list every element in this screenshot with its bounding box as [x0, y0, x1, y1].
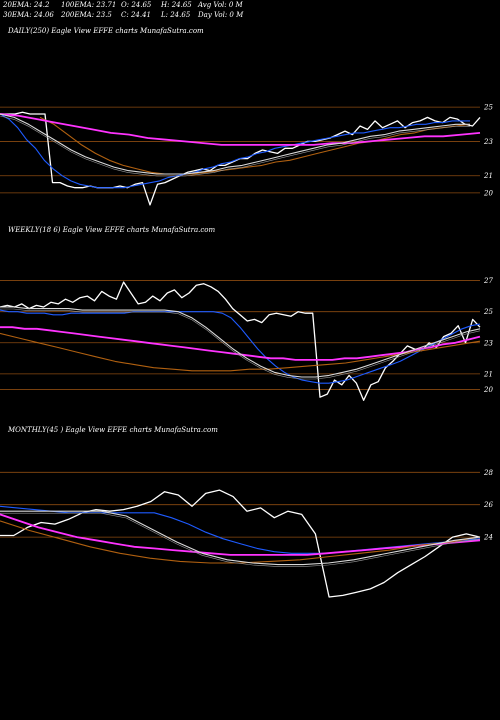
series-line — [0, 510, 481, 566]
open-label: O: 24.65 — [121, 1, 152, 9]
y-tick-label: 24 — [483, 534, 493, 542]
series-line — [0, 513, 481, 556]
weekly-panel-label: WEEKLY(18 6) Eagle View EFFE charts Muna… — [8, 226, 216, 234]
series-line-shadow — [0, 512, 481, 567]
panel-0: 25 23 21 20 — [0, 104, 493, 206]
y-tick-label: 25 — [483, 104, 493, 112]
avg-vol-label: Avg Vol: 0 M — [198, 1, 243, 9]
series-line-shadow — [0, 115, 470, 177]
y-tick-label: 20 — [483, 189, 493, 197]
y-tick-label: 27 — [483, 277, 493, 285]
y-tick-label: 23 — [483, 138, 493, 146]
series-line — [0, 489, 481, 598]
series-line — [0, 326, 481, 361]
y-tick-label: 20 — [483, 386, 493, 394]
series-line — [0, 306, 481, 378]
y-tick-label: 23 — [483, 339, 493, 347]
y-tick-label: 25 — [483, 308, 493, 316]
y-tick-label: 26 — [483, 501, 493, 509]
series-line-shadow — [0, 308, 481, 380]
high-label: H: 24.65 — [161, 1, 192, 9]
ema100-label: 100EMA: 23.71 — [61, 1, 117, 9]
day-vol-label: Day Vol: 0 M — [198, 11, 244, 19]
panel-1: 27 25 23 21 20 — [0, 277, 493, 401]
y-tick-label: 21 — [483, 172, 493, 180]
series-line — [0, 309, 481, 384]
panel-2: 28 26 24 — [0, 469, 493, 598]
low-label: L: 24.65 — [161, 11, 191, 19]
y-tick-label: 28 — [483, 469, 493, 477]
ema20-label: 20EMA: 24.2 — [3, 1, 50, 9]
ema30-label: 30EMA: 24.06 — [3, 11, 54, 19]
ema200-label: 200EMA: 23.5 — [61, 11, 112, 19]
series-line — [0, 520, 481, 564]
series-line — [0, 281, 481, 401]
monthly-panel-label: MONTHLY(45 ) Eagle View EFFE charts Muna… — [8, 426, 218, 434]
series-line — [0, 113, 481, 146]
y-tick-label: 21 — [483, 370, 493, 378]
close-label: C: 24.41 — [121, 11, 151, 19]
series-line — [39, 116, 471, 175]
series-line — [0, 113, 470, 175]
series-line — [0, 113, 470, 189]
daily-panel-label: DAILY(250) Eagle View EFFE charts Munafa… — [8, 27, 204, 35]
